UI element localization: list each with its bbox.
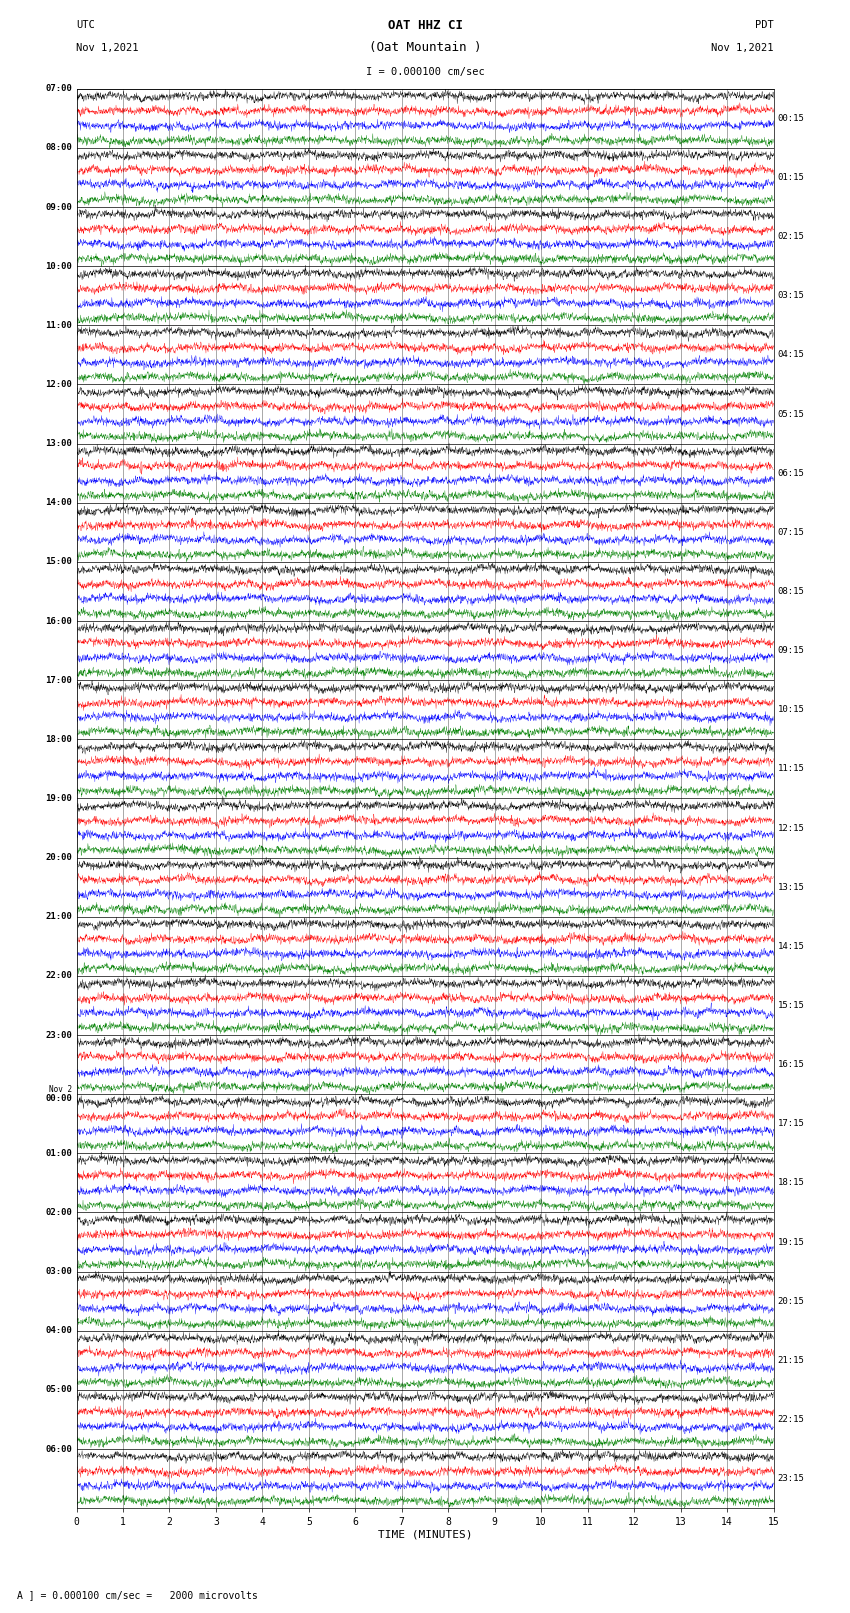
Text: 12:00: 12:00 xyxy=(45,381,72,389)
Text: 11:15: 11:15 xyxy=(778,765,805,773)
Text: 22:00: 22:00 xyxy=(45,971,72,981)
Text: 08:00: 08:00 xyxy=(45,144,72,152)
Text: 06:15: 06:15 xyxy=(778,469,805,477)
Text: 21:15: 21:15 xyxy=(778,1357,805,1365)
Text: 04:15: 04:15 xyxy=(778,350,805,360)
Text: 09:00: 09:00 xyxy=(45,203,72,211)
Text: 19:00: 19:00 xyxy=(45,794,72,803)
Text: 11:00: 11:00 xyxy=(45,321,72,329)
Text: (Oat Mountain ): (Oat Mountain ) xyxy=(369,40,481,55)
Text: UTC: UTC xyxy=(76,19,95,31)
Text: 14:15: 14:15 xyxy=(778,942,805,950)
Text: 13:15: 13:15 xyxy=(778,882,805,892)
Text: 17:15: 17:15 xyxy=(778,1119,805,1127)
Text: 07:15: 07:15 xyxy=(778,527,805,537)
Text: OAT HHZ CI: OAT HHZ CI xyxy=(388,18,462,32)
Text: 03:15: 03:15 xyxy=(778,292,805,300)
Text: 21:00: 21:00 xyxy=(45,913,72,921)
Text: 00:15: 00:15 xyxy=(778,115,805,123)
Text: 18:00: 18:00 xyxy=(45,736,72,744)
Text: 01:15: 01:15 xyxy=(778,173,805,182)
Text: A ] = 0.000100 cm/sec =   2000 microvolts: A ] = 0.000100 cm/sec = 2000 microvolts xyxy=(17,1590,258,1600)
Text: 05:00: 05:00 xyxy=(45,1386,72,1394)
Text: 05:15: 05:15 xyxy=(778,410,805,418)
Text: 03:00: 03:00 xyxy=(45,1268,72,1276)
Text: I = 0.000100 cm/sec: I = 0.000100 cm/sec xyxy=(366,66,484,77)
Text: 10:15: 10:15 xyxy=(778,705,805,715)
X-axis label: TIME (MINUTES): TIME (MINUTES) xyxy=(377,1531,473,1540)
Text: 13:00: 13:00 xyxy=(45,439,72,448)
Text: 20:15: 20:15 xyxy=(778,1297,805,1305)
Text: 17:00: 17:00 xyxy=(45,676,72,684)
Text: 18:15: 18:15 xyxy=(778,1179,805,1187)
Text: 10:00: 10:00 xyxy=(45,261,72,271)
Text: 02:15: 02:15 xyxy=(778,232,805,240)
Text: Nov 1,2021: Nov 1,2021 xyxy=(711,42,774,53)
Text: 23:00: 23:00 xyxy=(45,1031,72,1039)
Text: 16:15: 16:15 xyxy=(778,1060,805,1069)
Text: 16:00: 16:00 xyxy=(45,616,72,626)
Text: 15:15: 15:15 xyxy=(778,1002,805,1010)
Text: 06:00: 06:00 xyxy=(45,1445,72,1453)
Text: 07:00: 07:00 xyxy=(45,84,72,94)
Text: 14:00: 14:00 xyxy=(45,498,72,506)
Text: 15:00: 15:00 xyxy=(45,558,72,566)
Text: 23:15: 23:15 xyxy=(778,1474,805,1482)
Text: 20:00: 20:00 xyxy=(45,853,72,861)
Text: 02:00: 02:00 xyxy=(45,1208,72,1216)
Text: Nov 2: Nov 2 xyxy=(49,1086,72,1094)
Text: 08:15: 08:15 xyxy=(778,587,805,595)
Text: 19:15: 19:15 xyxy=(778,1237,805,1247)
Text: 22:15: 22:15 xyxy=(778,1415,805,1424)
Text: Nov 1,2021: Nov 1,2021 xyxy=(76,42,139,53)
Text: 09:15: 09:15 xyxy=(778,647,805,655)
Text: 12:15: 12:15 xyxy=(778,824,805,832)
Text: 04:00: 04:00 xyxy=(45,1326,72,1336)
Text: PDT: PDT xyxy=(755,19,774,31)
Text: 00:00: 00:00 xyxy=(45,1095,72,1103)
Text: 01:00: 01:00 xyxy=(45,1148,72,1158)
